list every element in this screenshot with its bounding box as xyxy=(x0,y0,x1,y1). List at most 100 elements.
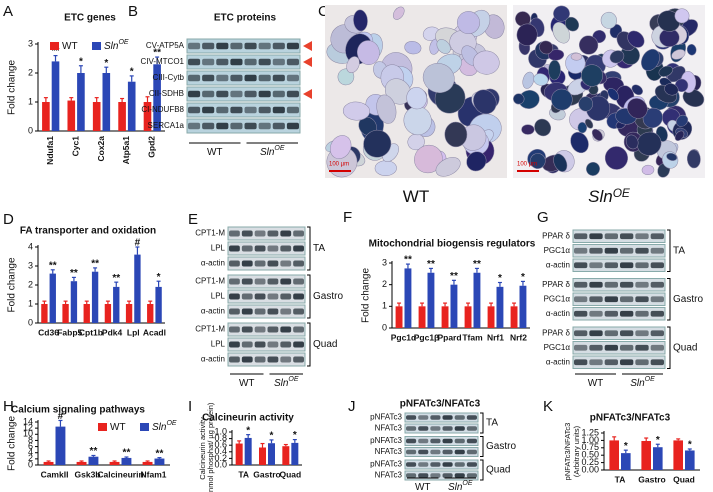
tissue-bracket xyxy=(667,326,671,369)
blot-row-label: α-actin xyxy=(201,307,225,316)
x-tick-label: Ndufa1 xyxy=(45,136,55,165)
blot-band xyxy=(574,330,588,337)
y-tick-label: 3 xyxy=(28,38,33,48)
blot-band xyxy=(202,58,215,66)
bar xyxy=(113,286,120,323)
blot-band xyxy=(293,326,304,333)
bar xyxy=(143,102,152,131)
significance: * xyxy=(293,430,297,441)
x-tick-label: TA xyxy=(238,469,249,479)
blot-band xyxy=(280,278,292,285)
blot-band xyxy=(574,247,588,254)
blot-band xyxy=(589,247,603,254)
bar xyxy=(395,306,403,328)
blot-band xyxy=(254,308,266,315)
blot-band xyxy=(604,233,618,240)
muscle-fiber xyxy=(666,152,678,161)
muscle-fiber xyxy=(627,30,645,48)
blot-band xyxy=(442,449,453,455)
blot-band xyxy=(241,230,253,237)
group-label-base: WT xyxy=(207,147,223,158)
blot-row-label: PGC1α xyxy=(544,246,571,255)
significance: * xyxy=(79,56,83,67)
blot-band xyxy=(267,230,279,237)
group-label: WT xyxy=(415,482,431,492)
x-tick-label: Acadl xyxy=(143,327,166,337)
muscle-fiber xyxy=(466,151,487,172)
blot-row-label: NFATc3 xyxy=(375,471,403,480)
y-axis-label: (Arbitrary units) xyxy=(572,425,581,477)
bar xyxy=(653,447,663,470)
bar xyxy=(235,443,243,465)
legend-swatch xyxy=(50,42,59,50)
muscle-fiber xyxy=(533,73,549,86)
blot-band xyxy=(229,230,240,237)
blot-band xyxy=(241,260,253,267)
x-tick-label: Cpt1b xyxy=(79,327,103,337)
tissue-bracket xyxy=(307,226,311,271)
muscle-fiber xyxy=(392,6,405,20)
blot-band xyxy=(229,245,240,252)
y-tick-label: 0 xyxy=(382,322,387,332)
blot-strip xyxy=(572,307,666,321)
muscle-fiber xyxy=(625,134,639,150)
x-tick-label: TA xyxy=(615,474,626,484)
group-label: SlnOE xyxy=(274,376,299,389)
tissue-label: Quad xyxy=(486,465,510,476)
blot-band xyxy=(241,245,253,252)
blot-band xyxy=(574,310,588,317)
tissue-label: Quad xyxy=(313,339,337,350)
significance: * xyxy=(656,435,660,446)
y-tick-label: 0 xyxy=(28,317,33,327)
muscle-fiber xyxy=(657,10,681,32)
blot-band xyxy=(604,359,618,366)
blot-band xyxy=(272,122,285,130)
muscle-fiber xyxy=(346,56,360,74)
panel-letter: K xyxy=(543,398,553,415)
blot-band xyxy=(589,310,603,317)
group-label-base: WT xyxy=(588,378,604,389)
blot-band xyxy=(254,230,266,237)
legend-swatch xyxy=(92,42,101,50)
muscle-fiber xyxy=(435,157,461,177)
blot-band xyxy=(280,230,292,237)
tissue-label: TA xyxy=(673,245,685,256)
blot-band xyxy=(229,308,240,315)
blot-band xyxy=(267,341,279,348)
blot-band xyxy=(241,308,253,315)
blot-band xyxy=(620,281,634,288)
muscle-fiber xyxy=(604,146,628,170)
blot-band xyxy=(229,260,240,267)
tissue-label: Gastro xyxy=(673,294,703,305)
bar xyxy=(67,100,76,131)
blot-band xyxy=(406,473,417,478)
muscle-fiber xyxy=(529,153,546,169)
group-label: SlnOE xyxy=(630,376,655,389)
blot-band xyxy=(589,262,603,269)
bar xyxy=(134,254,141,323)
bar xyxy=(43,461,54,465)
blot-band xyxy=(620,330,634,337)
blot-title: pNFATc3/NFATc3 xyxy=(400,399,481,410)
blot-band xyxy=(430,426,441,431)
scale-bar xyxy=(329,170,351,172)
blot-band xyxy=(466,415,477,420)
blot-band xyxy=(430,415,441,420)
blot-band xyxy=(280,260,292,267)
blot-band xyxy=(406,426,417,431)
blot-band xyxy=(418,473,429,478)
bar xyxy=(418,306,426,328)
marker-triangle xyxy=(303,89,312,99)
y-tick-label: 14 xyxy=(23,416,33,426)
blot-band xyxy=(286,58,299,66)
muscle-fiber xyxy=(671,49,686,60)
blot-band xyxy=(604,247,618,254)
significance: ** xyxy=(90,446,98,457)
legend-label: SlnOE xyxy=(152,420,177,433)
x-tick-label: Gpd2 xyxy=(147,136,157,158)
image-label-sup: OE xyxy=(613,186,631,200)
blot-band xyxy=(293,341,304,348)
blot-row-label: CI-NDUFB8 xyxy=(141,105,184,114)
blot-band xyxy=(202,122,215,130)
blot-band xyxy=(418,438,429,444)
